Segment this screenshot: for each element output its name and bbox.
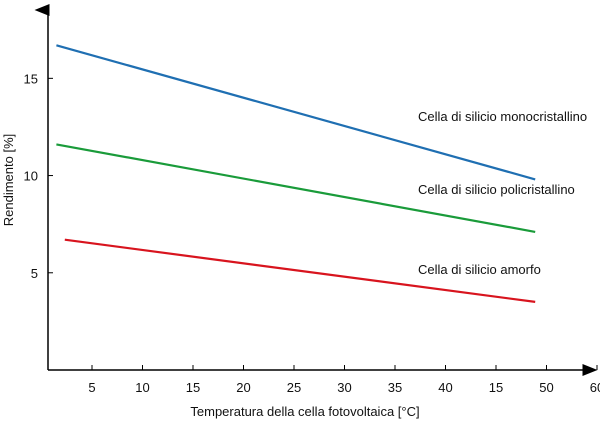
y-tick-label: 5 — [31, 266, 38, 281]
x-tick-label: 20 — [236, 380, 250, 395]
series-label: Cella di silicio monocristallino — [418, 109, 587, 124]
series-label: Cella di silicio amorfo — [418, 262, 541, 277]
x-tick-label: 15 — [489, 380, 503, 395]
series-lines — [56, 44, 536, 303]
x-tick-label: 35 — [388, 380, 402, 395]
y-tick-label: 10 — [24, 169, 38, 184]
x-tick-label: 10 — [135, 380, 149, 395]
series-labels: Cella di silicio monocristallino Cella di… — [418, 109, 587, 277]
y-axis-label: Rendimento [%] — [1, 134, 16, 227]
series-line — [56, 44, 536, 181]
axes — [34, 4, 598, 376]
x-tick-label: 30 — [337, 380, 351, 395]
x-tick-label: 40 — [438, 380, 452, 395]
y-ticks: 5 10 15 — [24, 71, 53, 281]
series-line — [56, 143, 536, 233]
y-tick-label: 15 — [24, 71, 38, 86]
x-axis-label: Temperatura della cella fotovoltaica [°C… — [190, 404, 419, 419]
x-tick-label: 5 — [88, 380, 95, 395]
x-tick-label: 60 — [590, 380, 600, 395]
x-tick-label: 25 — [287, 380, 301, 395]
series-line — [64, 238, 536, 303]
series-label: Cella di silicio policristallino — [418, 182, 575, 197]
x-ticks: 5 10 15 20 25 30 35 40 15 50 60 — [88, 365, 600, 395]
x-tick-label: 15 — [186, 380, 200, 395]
x-tick-label: 50 — [539, 380, 553, 395]
